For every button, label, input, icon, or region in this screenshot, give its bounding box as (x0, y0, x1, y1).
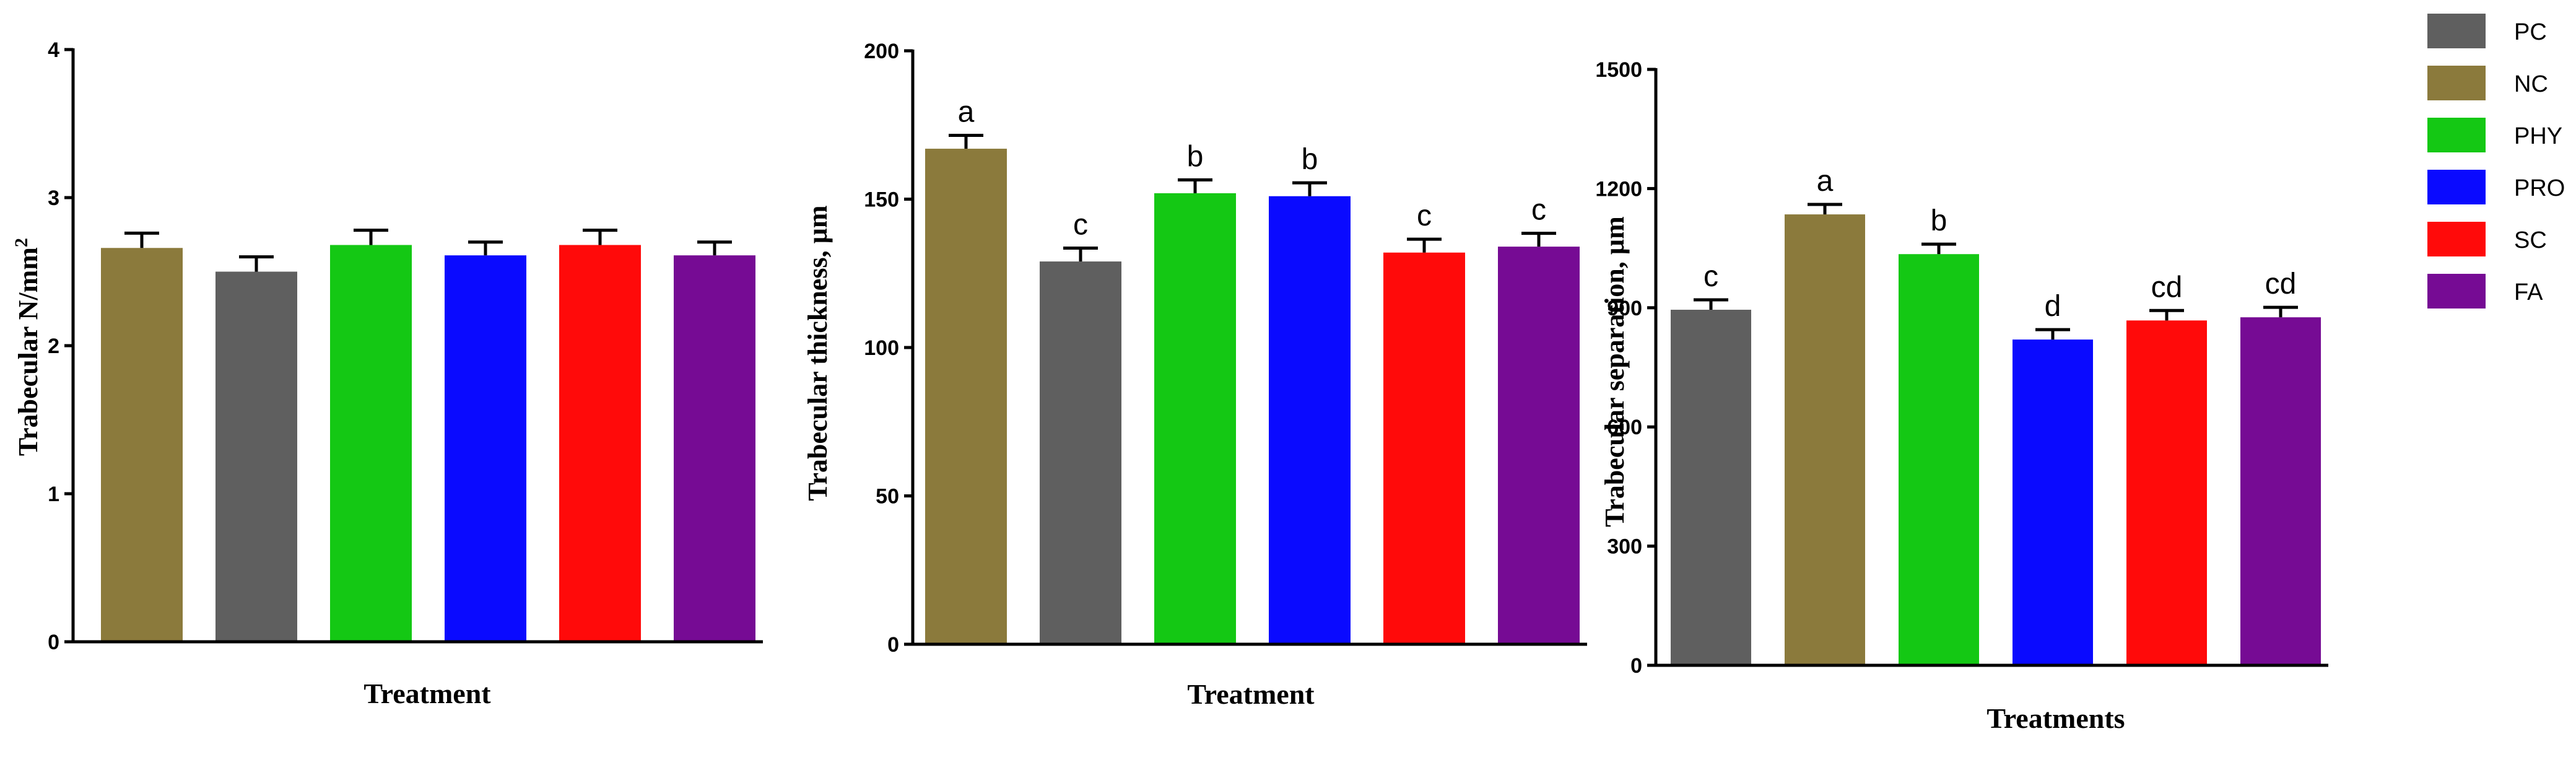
bar-sc (2126, 320, 2207, 665)
legend-label-fa: FA (2514, 279, 2543, 305)
y-tick-label: 900 (1607, 297, 1642, 320)
bar-phy (1154, 193, 1236, 644)
bar-sc (559, 245, 641, 642)
legend-swatch-pc (2427, 14, 2486, 48)
legend-swatch-phy (2427, 118, 2486, 152)
significance-label: d (2045, 290, 2061, 323)
bar-phy (330, 245, 412, 642)
y-tick-label: 0 (1630, 654, 1642, 678)
x-axis-label: Treatment (1187, 678, 1315, 710)
significance-label: c (1704, 260, 1718, 293)
chart-panel-1: 0 1 2 3 4 Trabecular N/mm2 Treatment (11, 38, 763, 709)
significance-label: a (1817, 165, 1834, 198)
y-tick-label: 4 (48, 38, 59, 62)
significance-label: b (1187, 140, 1204, 173)
bar-phy (1899, 254, 1979, 666)
y-tick-label: 200 (864, 40, 899, 63)
significance-label: cd (2265, 268, 2297, 300)
bar-sc (1383, 252, 1465, 645)
chart-panels: 0 1 2 3 4 Trabecular N/mm2 Treatment a c b b c c 0 50 1… (11, 38, 2328, 734)
legend-label-sc: SC (2514, 227, 2547, 253)
x-axis-label: Treatment (363, 678, 491, 709)
chart-panel-2: a c b b c c 0 50 100 150 200 Trabecular thickness, … (803, 40, 1587, 710)
bar-pc (215, 271, 297, 642)
legend-swatch-fa (2427, 274, 2486, 308)
y-tick-label: 3 (48, 186, 59, 210)
bar-fa (2240, 317, 2321, 665)
bar-pro (445, 255, 526, 642)
bar-nc (925, 149, 1007, 644)
significance-label: c (1073, 209, 1088, 242)
significance-label: a (958, 96, 975, 129)
y-axis-label: Trabecular thickness, µm (803, 205, 833, 501)
y-tick-label: 150 (864, 188, 899, 212)
bar-fa (1498, 247, 1580, 644)
y-tick-label: 1 (48, 483, 59, 506)
y-tick-label: 300 (1607, 535, 1642, 559)
bar-pc (1040, 261, 1121, 645)
significance-label: b (1931, 204, 1947, 237)
y-tick-label: 2 (48, 335, 59, 358)
significance-label: c (1531, 194, 1546, 227)
bar-nc (1785, 214, 1865, 665)
y-axis-label: Trabecular N/mm2 (11, 238, 43, 456)
legend-label-pc: PC (2514, 19, 2547, 45)
y-tick-label: 50 (876, 485, 899, 509)
legend-swatch-pro (2427, 170, 2486, 204)
legend-label-phy: PHY (2514, 123, 2562, 149)
bar-pro (1269, 196, 1351, 645)
legend-swatch-sc (2427, 222, 2486, 256)
y-tick-label: 0 (887, 633, 899, 657)
y-tick-label: 600 (1607, 416, 1642, 439)
bar-nc (101, 248, 183, 642)
bar-fa (674, 255, 755, 642)
bar-pro (2012, 339, 2093, 665)
legend: PC NC PHY PRO SC FA (2427, 14, 2565, 308)
legend-swatch-nc (2427, 66, 2486, 100)
x-axis-label: Treatments (1986, 702, 2125, 734)
y-tick-label: 1200 (1595, 177, 1642, 201)
significance-label: cd (2151, 271, 2183, 304)
legend-label-pro: PRO (2514, 175, 2565, 201)
y-tick-label: 100 (864, 336, 899, 360)
chart-panel-3: c a b d cd cd 0 300 600 900 1200 1500 Trabecular sep… (1595, 58, 2328, 734)
legend-label-nc: NC (2514, 71, 2548, 97)
y-tick-label: 0 (48, 631, 59, 654)
significance-label: b (1302, 143, 1318, 176)
y-axis-label: Trabecular separation, µm (1599, 216, 1630, 527)
y-tick-label: 1500 (1595, 58, 1642, 82)
bar-pc (1671, 310, 1751, 665)
significance-label: c (1417, 199, 1432, 232)
